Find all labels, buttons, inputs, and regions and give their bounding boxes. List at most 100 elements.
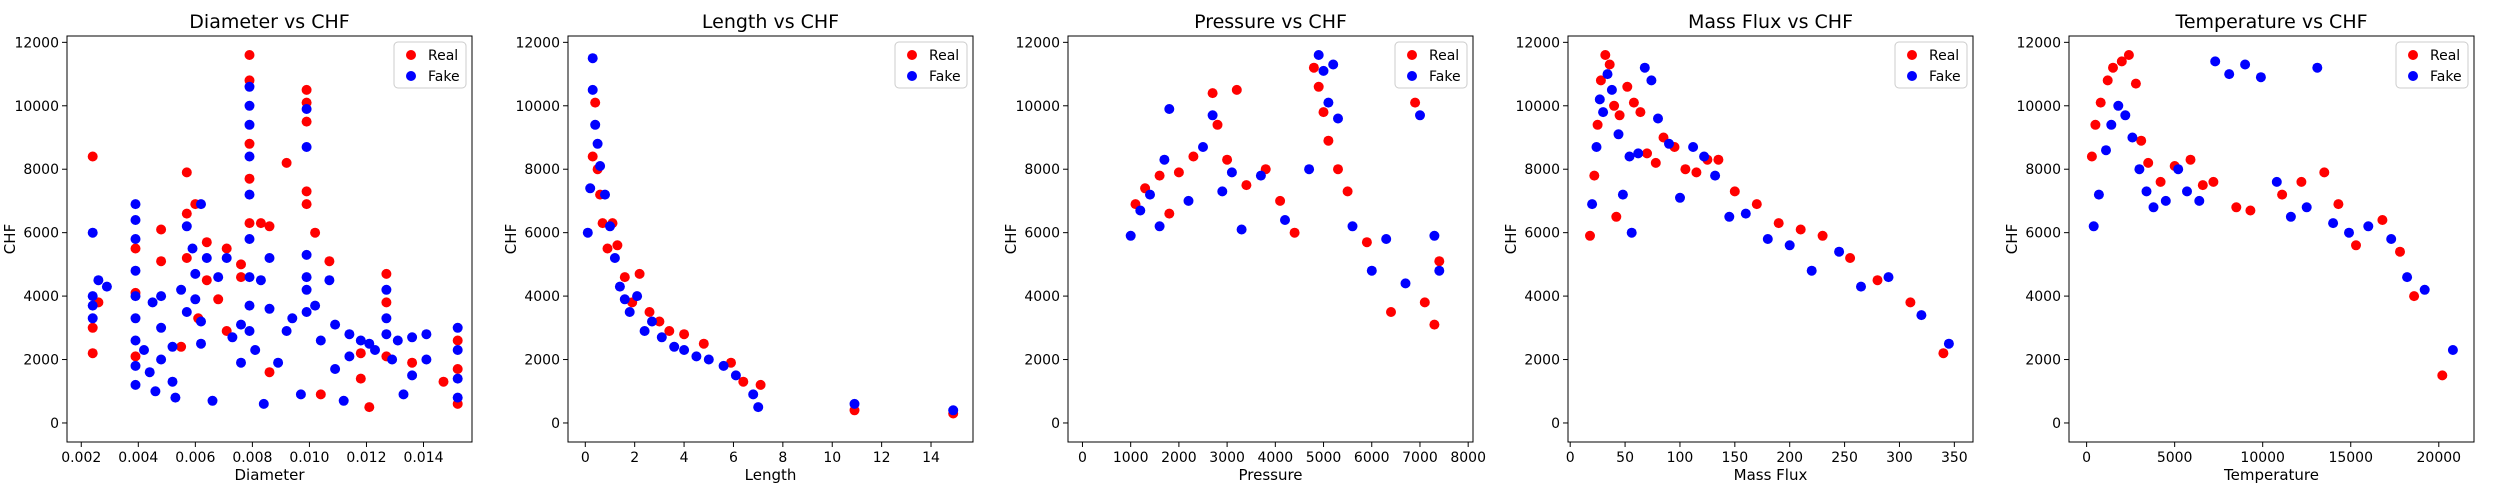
point-real [1713, 154, 1724, 165]
point-real [87, 348, 98, 359]
point-fake [370, 345, 380, 355]
point-real [634, 268, 645, 279]
point-fake [181, 307, 192, 317]
point-real [407, 357, 418, 368]
temperature-vs-chf-title: Temperature vs CHF [2174, 11, 2367, 33]
y-tick-label: 4000 [524, 289, 560, 305]
x-tick-label: 0.004 [118, 450, 158, 466]
y-tick-label: 6000 [524, 226, 560, 242]
point-real [1905, 297, 1916, 308]
point-real [310, 227, 321, 238]
point-fake [2134, 164, 2145, 175]
point-real [236, 272, 246, 283]
diameter-vs-chf-panel: Diameter vs CHF 0.002 0.004 0.006 0.008 0.010… [1, 11, 473, 484]
y-tick-label: 10000 [1015, 99, 1060, 115]
point-fake [1664, 138, 1674, 149]
point-fake [609, 253, 620, 263]
length-vs-chf-legend: Real Fake [894, 41, 968, 89]
y-tick-label: 12000 [2016, 35, 2061, 51]
point-real [1680, 164, 1691, 175]
point-fake [452, 345, 463, 355]
point-real [2231, 202, 2242, 213]
point-fake [703, 354, 714, 365]
point-real [1275, 195, 1286, 206]
point-fake [2101, 145, 2111, 156]
y-tick-label: 0 [1051, 416, 1060, 432]
point-fake [1318, 65, 1329, 76]
point-fake [619, 294, 630, 305]
point-fake [190, 268, 201, 279]
point-fake [1145, 189, 1155, 200]
legend-label-real: Real [2430, 48, 2460, 64]
point-real [213, 294, 224, 305]
y-tick-label: 2000 [23, 353, 59, 369]
point-fake [355, 335, 366, 346]
temperature-vs-chf-points [2086, 50, 2458, 381]
point-fake [1626, 227, 1637, 238]
point-real [1642, 148, 1652, 159]
diameter-vs-chf-y-axis-label: CHF [1, 224, 19, 254]
point-fake [147, 297, 158, 308]
point-fake [150, 386, 161, 397]
temperature-vs-chf-panel: Temperature vs CHF 0 5000 10000 15000 20000 0 2… [2003, 11, 2475, 484]
legend-label-fake: Fake [929, 69, 961, 85]
point-fake [236, 357, 246, 368]
point-fake [2106, 119, 2117, 130]
point-fake [948, 405, 959, 416]
length-vs-chf-title: Length vs CHF [702, 11, 839, 33]
point-fake [582, 227, 593, 238]
point-fake [691, 351, 702, 362]
point-real [244, 50, 255, 60]
point-fake [452, 392, 463, 403]
point-fake [2328, 218, 2339, 229]
point-fake [2301, 202, 2312, 213]
x-tick-label: 0.006 [175, 450, 215, 466]
legend-marker-real [1407, 50, 1417, 60]
legend-label-fake: Fake [2430, 69, 2462, 85]
point-fake [167, 376, 178, 387]
point-fake [624, 307, 635, 317]
point-real [281, 157, 292, 168]
point-fake [639, 326, 650, 336]
point-real [1611, 211, 1622, 222]
x-tick-label: 4000 [1258, 450, 1294, 466]
x-tick-label: 100 [1667, 450, 1694, 466]
point-fake [255, 275, 266, 286]
point-real [264, 367, 275, 378]
x-tick-label: 300 [1886, 450, 1913, 466]
y-tick-label: 2000 [524, 353, 560, 369]
point-fake [1366, 265, 1377, 276]
point-real [2437, 370, 2448, 381]
point-fake [669, 341, 680, 352]
point-fake [301, 307, 312, 317]
point-fake [130, 313, 141, 324]
legend-marker-real [1907, 50, 1917, 60]
point-real [1154, 170, 1165, 181]
point-fake [1639, 62, 1650, 73]
point-real [738, 376, 749, 387]
point-real [2155, 176, 2166, 187]
point-fake [2312, 62, 2323, 73]
point-fake [585, 183, 596, 194]
y-tick-label: 6000 [1524, 226, 1560, 242]
point-real [87, 151, 98, 162]
point-fake [2148, 202, 2159, 213]
point-real [1872, 275, 1883, 286]
point-fake [1434, 265, 1445, 276]
point-fake [330, 319, 341, 330]
point-real [364, 402, 375, 413]
point-real [1614, 110, 1625, 121]
point-fake [2255, 72, 2266, 83]
point-real [1585, 230, 1595, 241]
y-tick-label: 4000 [2025, 289, 2061, 305]
point-fake [1207, 110, 1218, 121]
point-fake [330, 364, 341, 374]
point-fake [1591, 142, 1602, 152]
point-fake [1617, 189, 1628, 200]
point-fake [1125, 230, 1136, 241]
point-fake [287, 313, 298, 324]
point-fake [1724, 211, 1735, 222]
point-fake [2363, 221, 2374, 232]
point-fake [130, 360, 141, 371]
point-real [2136, 135, 2147, 146]
